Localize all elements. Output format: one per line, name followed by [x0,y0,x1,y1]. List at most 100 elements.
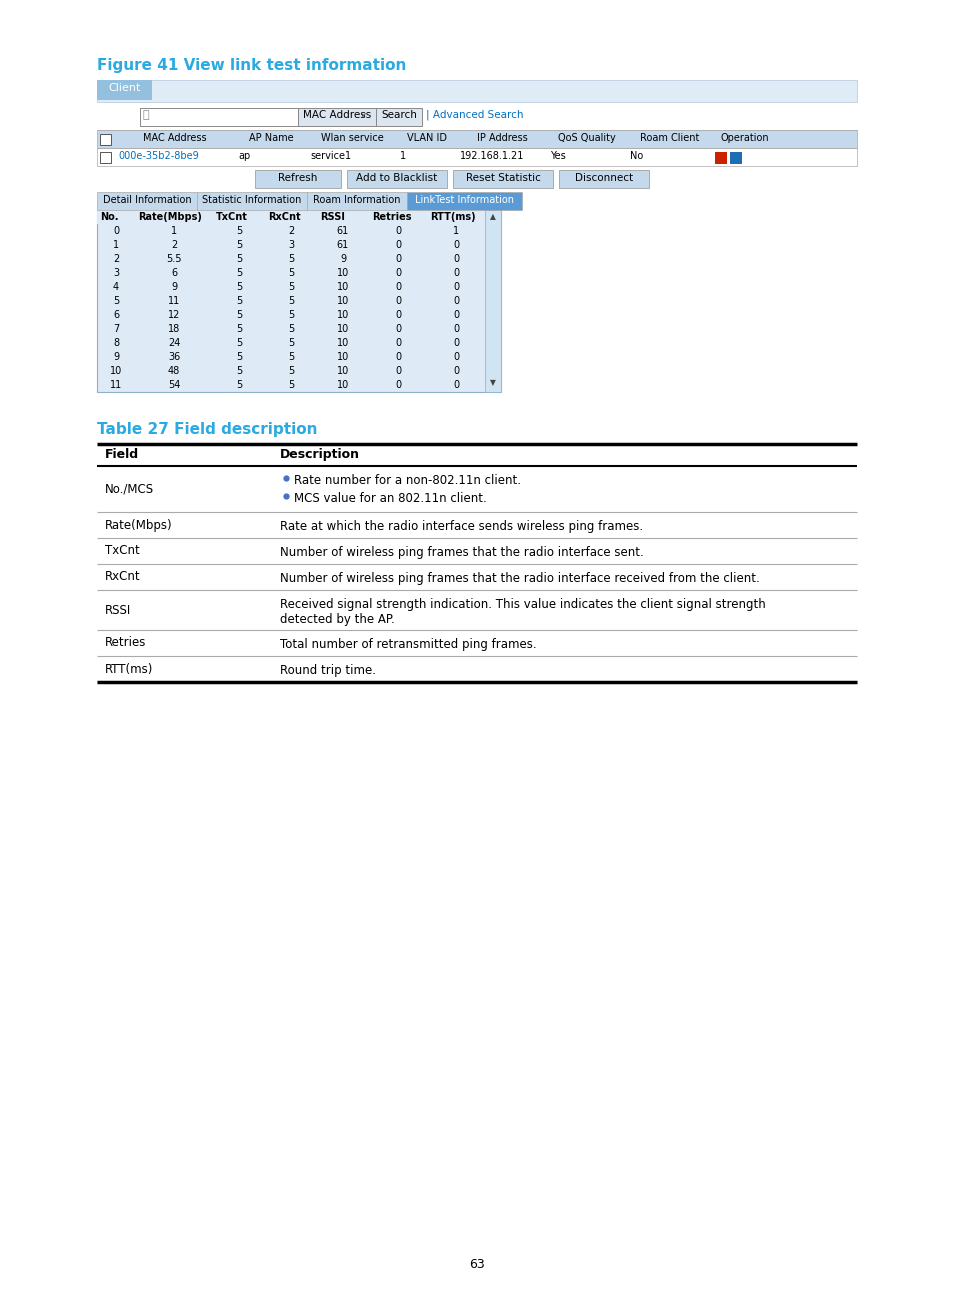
Text: 0: 0 [395,365,400,376]
Text: 63: 63 [469,1258,484,1271]
Text: RSSI: RSSI [105,604,132,617]
Text: 0: 0 [395,226,400,236]
Text: Rate number for a non-802.11n client.: Rate number for a non-802.11n client. [294,474,520,487]
Text: No.: No. [100,213,118,222]
Bar [97,590,856,630]
Text: Round trip time.: Round trip time. [280,664,375,677]
Bar [254,170,340,188]
Text: Retries: Retries [105,636,146,649]
Text: 4: 4 [112,283,119,292]
Text: 0: 0 [453,365,458,376]
Text: 2: 2 [171,240,177,250]
Bar [97,130,856,148]
Text: v: v [360,111,366,121]
Text: 5: 5 [112,295,119,306]
Text: 5: 5 [288,380,294,390]
Text: 0: 0 [453,310,458,320]
Text: 0: 0 [395,338,400,349]
Bar [100,133,111,145]
Text: 2: 2 [112,254,119,264]
Text: 0: 0 [453,283,458,292]
Text: 0: 0 [395,283,400,292]
Text: 11: 11 [168,295,180,306]
Text: Number of wireless ping frames that the radio interface sent.: Number of wireless ping frames that the … [280,546,643,559]
Text: 5: 5 [235,254,242,264]
Text: | Advanced Search: | Advanced Search [426,110,523,121]
Text: No./MCS: No./MCS [105,482,154,495]
Text: 5: 5 [235,295,242,306]
Text: TxCnt: TxCnt [215,213,248,222]
Text: service1: service1 [310,152,351,161]
Text: 61: 61 [336,226,349,236]
Bar [97,210,484,224]
Bar [297,108,375,126]
Text: QoS Quality: QoS Quality [558,133,616,143]
Text: 0: 0 [453,380,458,390]
Text: RSSI: RSSI [319,213,345,222]
Bar [97,148,856,166]
Bar [558,170,648,188]
Text: Description: Description [280,448,359,461]
Text: Disconnect: Disconnect [575,172,633,183]
Text: 5: 5 [288,283,294,292]
Text: detected by the AP.: detected by the AP. [280,613,395,626]
Text: 0: 0 [395,268,400,279]
Text: Add to Blacklist: Add to Blacklist [356,172,437,183]
Text: Statistic Information: Statistic Information [202,194,301,205]
Text: 18: 18 [168,324,180,334]
Text: 3: 3 [288,240,294,250]
Text: 10: 10 [336,338,349,349]
Bar [97,630,856,656]
Text: 5: 5 [288,353,294,362]
Bar [140,108,297,126]
Text: 10: 10 [336,295,349,306]
Text: 8: 8 [112,338,119,349]
Text: 0: 0 [453,295,458,306]
Text: No: No [629,152,642,161]
Text: 0: 0 [453,338,458,349]
Bar [729,152,741,165]
Bar [307,192,407,210]
Text: ⌕: ⌕ [143,110,150,121]
Text: Detail Information: Detail Information [103,194,192,205]
Text: 5: 5 [288,338,294,349]
Text: Refresh: Refresh [278,172,317,183]
Text: Operation: Operation [720,133,768,143]
Text: Total number of retransmitted ping frames.: Total number of retransmitted ping frame… [280,638,536,651]
Text: 5: 5 [235,283,242,292]
Text: 6: 6 [171,268,177,279]
Text: Rate(Mbps): Rate(Mbps) [138,213,202,222]
Text: Roam Information: Roam Information [313,194,400,205]
Text: 0: 0 [453,240,458,250]
Text: 11: 11 [110,380,122,390]
Text: 10: 10 [336,324,349,334]
Text: 5: 5 [235,268,242,279]
Text: 0: 0 [112,226,119,236]
Text: 0: 0 [453,268,458,279]
Text: 192.168.1.21: 192.168.1.21 [459,152,524,161]
Text: 5: 5 [235,338,242,349]
Text: 5: 5 [288,268,294,279]
Text: 5: 5 [235,380,242,390]
Text: 0: 0 [395,240,400,250]
Text: 1: 1 [112,240,119,250]
Text: 9: 9 [339,254,346,264]
Text: 9: 9 [171,283,177,292]
Bar [407,192,521,210]
Text: AP Name: AP Name [249,133,293,143]
Text: 0: 0 [395,324,400,334]
Bar [97,210,500,391]
Text: 0: 0 [395,380,400,390]
Text: Figure 41 View link test information: Figure 41 View link test information [97,58,406,73]
Text: 5: 5 [288,365,294,376]
Bar [484,210,500,391]
Bar [97,445,856,467]
Text: 5: 5 [288,254,294,264]
Bar [100,152,111,163]
Text: 48: 48 [168,365,180,376]
Text: Retries: Retries [372,213,411,222]
Text: 61: 61 [336,240,349,250]
Text: 10: 10 [336,283,349,292]
Bar [714,152,726,165]
Text: 0: 0 [395,295,400,306]
